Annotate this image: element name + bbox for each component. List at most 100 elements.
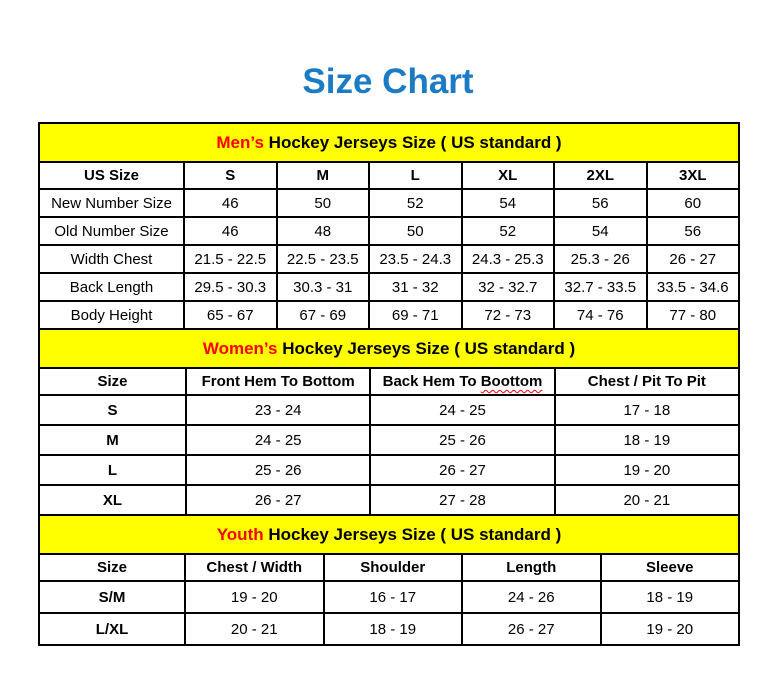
- section-caption-accent: Youth: [216, 524, 264, 544]
- womens-size-table: Women’s Hockey Jerseys Size ( US standar…: [38, 328, 741, 516]
- col-header-text: Back Hem To: [382, 373, 481, 390]
- page-title: Size Chart: [302, 62, 474, 101]
- data-cell: 20 - 21: [184, 612, 325, 646]
- section-caption: Men’s Hockey Jerseys Size ( US standard …: [38, 122, 740, 163]
- data-cell: 21.5 - 22.5: [183, 244, 278, 274]
- data-cell: 26 - 27: [369, 454, 556, 486]
- data-cell: 26 - 27: [461, 612, 602, 646]
- data-cell: 26 - 27: [645, 244, 740, 274]
- col-header: S: [183, 161, 278, 190]
- data-cell: 52: [460, 216, 555, 246]
- youth-header-row: Size Chest / Width Shoulder Length Sleev…: [38, 553, 740, 582]
- row-label: S: [38, 394, 187, 426]
- row-label: Old Number Size: [38, 216, 185, 246]
- misspelled-word: Boottom: [480, 373, 543, 390]
- data-cell: 56: [553, 188, 648, 218]
- table-row: New Number Size 46 50 52 54 56 60: [38, 188, 740, 218]
- col-header: Chest / Width: [184, 553, 325, 582]
- col-header: Size: [38, 553, 186, 582]
- size-tables-container: Men’s Hockey Jerseys Size ( US standard …: [38, 122, 741, 646]
- row-label: New Number Size: [38, 188, 185, 218]
- mens-header-row: US Size S M L XL 2XL 3XL: [38, 161, 740, 190]
- data-cell: 48: [275, 216, 370, 246]
- data-cell: 23.5 - 24.3: [368, 244, 463, 274]
- data-cell: 30.3 - 31: [275, 272, 370, 302]
- row-label: S/M: [38, 580, 186, 614]
- data-cell: 56: [645, 216, 740, 246]
- data-cell: 32.7 - 33.5: [553, 272, 648, 302]
- col-header: US Size: [38, 161, 185, 190]
- section-caption: Women’s Hockey Jerseys Size ( US standar…: [38, 328, 740, 369]
- col-header: XL: [460, 161, 555, 190]
- data-cell: 18 - 19: [322, 612, 463, 646]
- data-cell: 52: [368, 188, 463, 218]
- data-cell: 19 - 20: [599, 612, 740, 646]
- table-row: Body Height 65 - 67 67 - 69 69 - 71 72 -…: [38, 300, 740, 330]
- col-header: Size: [38, 367, 187, 396]
- table-row: L/XL 20 - 21 18 - 19 26 - 27 19 - 20: [38, 612, 740, 646]
- mens-caption-row: Men’s Hockey Jerseys Size ( US standard …: [38, 122, 740, 163]
- table-row: L 25 - 26 26 - 27 19 - 20: [38, 454, 741, 486]
- data-cell: 46: [183, 188, 278, 218]
- table-row: XL 26 - 27 27 - 28 20 - 21: [38, 484, 741, 516]
- section-caption-rest: Hockey Jerseys Size ( US standard ): [268, 524, 562, 544]
- data-cell: 20 - 21: [553, 484, 741, 516]
- col-header: M: [275, 161, 370, 190]
- table-row: Old Number Size 46 48 50 52 54 56: [38, 216, 740, 246]
- data-cell: 18 - 19: [553, 424, 741, 456]
- data-cell: 72 - 73: [460, 300, 555, 330]
- data-cell: 22.5 - 23.5: [275, 244, 370, 274]
- data-cell: 19 - 20: [184, 580, 325, 614]
- row-label: M: [38, 424, 187, 456]
- table-row: M 24 - 25 25 - 26 18 - 19: [38, 424, 741, 456]
- section-caption: Youth Hockey Jerseys Size ( US standard …: [38, 514, 740, 555]
- col-header: Sleeve: [599, 553, 740, 582]
- data-cell: 24 - 26: [461, 580, 602, 614]
- data-cell: 50: [368, 216, 463, 246]
- table-row: Back Length 29.5 - 30.3 30.3 - 31 31 - 3…: [38, 272, 740, 302]
- data-cell: 24 - 25: [184, 424, 372, 456]
- col-header: 3XL: [645, 161, 740, 190]
- data-cell: 17 - 18: [553, 394, 741, 426]
- data-cell: 26 - 27: [184, 484, 372, 516]
- data-cell: 25 - 26: [184, 454, 372, 486]
- youth-caption-row: Youth Hockey Jerseys Size ( US standard …: [38, 514, 740, 555]
- row-label: L/XL: [38, 612, 186, 646]
- section-caption-accent: Men’s: [216, 132, 264, 152]
- data-cell: 60: [645, 188, 740, 218]
- data-cell: 50: [275, 188, 370, 218]
- section-caption-rest: Hockey Jerseys Size ( US standard ): [282, 338, 576, 358]
- data-cell: 54: [553, 216, 648, 246]
- col-header: Shoulder: [322, 553, 463, 582]
- data-cell: 65 - 67: [183, 300, 278, 330]
- data-cell: 46: [183, 216, 278, 246]
- womens-header-row: Size Front Hem To Bottom Back Hem To Boo…: [38, 367, 741, 396]
- data-cell: 33.5 - 34.6: [645, 272, 740, 302]
- womens-caption-row: Women’s Hockey Jerseys Size ( US standar…: [38, 328, 740, 369]
- table-row: S/M 19 - 20 16 - 17 24 - 26 18 - 19: [38, 580, 740, 614]
- data-cell: 67 - 69: [275, 300, 370, 330]
- col-header: L: [368, 161, 463, 190]
- data-cell: 31 - 32: [368, 272, 463, 302]
- data-cell: 54: [460, 188, 555, 218]
- col-header: Length: [461, 553, 602, 582]
- row-label: XL: [38, 484, 187, 516]
- section-caption-accent: Women’s: [202, 338, 278, 358]
- data-cell: 23 - 24: [184, 394, 372, 426]
- data-cell: 18 - 19: [599, 580, 740, 614]
- data-cell: 24 - 25: [369, 394, 556, 426]
- data-cell: 69 - 71: [368, 300, 463, 330]
- data-cell: 32 - 32.7: [460, 272, 555, 302]
- col-header: 2XL: [553, 161, 648, 190]
- data-cell: 77 - 80: [645, 300, 740, 330]
- table-row: S 23 - 24 24 - 25 17 - 18: [38, 394, 741, 426]
- data-cell: 16 - 17: [322, 580, 463, 614]
- row-label: Width Chest: [38, 244, 185, 274]
- col-header: Back Hem To Boottom: [369, 367, 556, 396]
- col-header: Front Hem To Bottom: [184, 367, 372, 396]
- row-label: Back Length: [38, 272, 185, 302]
- data-cell: 19 - 20: [553, 454, 741, 486]
- data-cell: 74 - 76: [553, 300, 648, 330]
- table-row: Width Chest 21.5 - 22.5 22.5 - 23.5 23.5…: [38, 244, 740, 274]
